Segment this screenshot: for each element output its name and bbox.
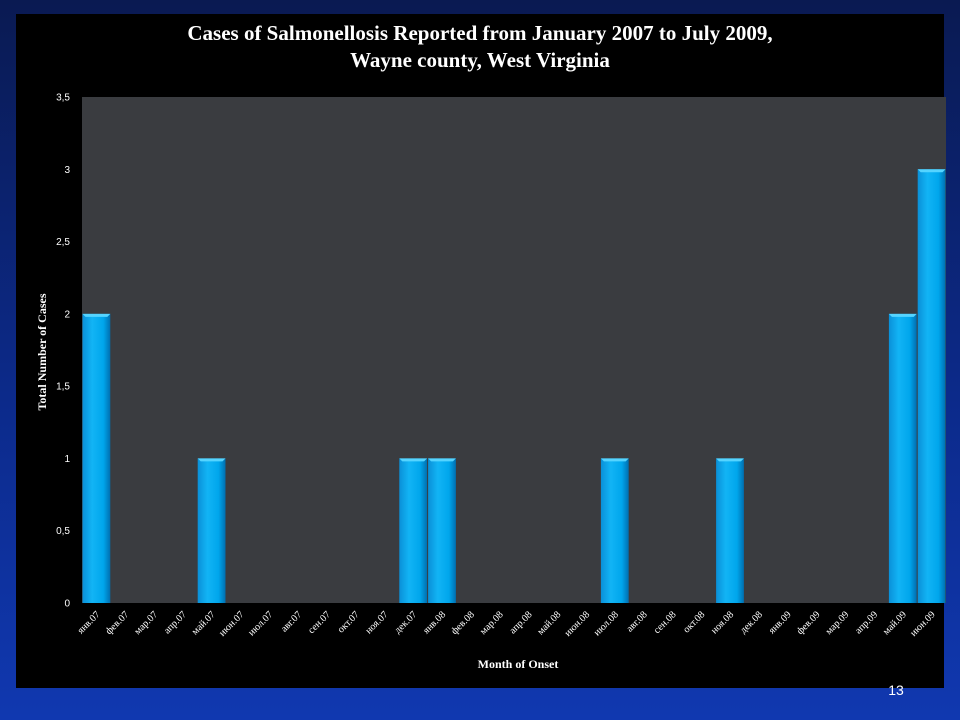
y-axis-title: Total Number of Cases xyxy=(35,293,49,410)
x-tick-label: сен.07 xyxy=(306,609,333,636)
slide-number: 13 xyxy=(888,682,904,698)
plot-area xyxy=(82,97,946,603)
x-tick-label: дек.08 xyxy=(738,609,765,636)
x-tick-label: окт.08 xyxy=(681,609,707,635)
bar-top-bevel xyxy=(600,458,629,462)
x-tick-label: май.08 xyxy=(535,609,563,637)
bar xyxy=(716,458,744,603)
x-tick-label: мар.09 xyxy=(824,609,852,637)
bars xyxy=(82,169,946,604)
bar xyxy=(600,458,629,603)
y-tick-label: 1 xyxy=(64,454,70,465)
bar-top-bevel xyxy=(917,169,946,173)
bar-top-bevel xyxy=(197,458,226,462)
y-axis-ticks: 0 0,5 1 1,5 2 2,5 3 3,5 xyxy=(56,93,70,610)
x-tick-label: ноя.07 xyxy=(363,609,390,636)
bar-янв.08 xyxy=(428,458,456,603)
chart-title: Cases of Salmonellosis Reported from Jan… xyxy=(187,21,773,45)
x-tick-label: май.09 xyxy=(881,609,909,637)
x-tick-label: июн.08 xyxy=(563,609,592,638)
x-tick-label: авг.08 xyxy=(625,609,650,634)
x-axis-ticks: янв.07 фев.07 мар.07 апр.07 май.07 июн.07 июл.… xyxy=(76,609,938,638)
x-tick-label: апр.07 xyxy=(162,609,189,636)
x-tick-label: май.07 xyxy=(190,609,218,637)
x-tick-label: июл.07 xyxy=(246,609,275,638)
y-tick-label: 0,5 xyxy=(56,526,70,537)
y-tick-label: 2,5 xyxy=(56,237,70,248)
bar-top-bevel xyxy=(399,458,428,462)
bar-май.07 xyxy=(197,458,226,603)
x-tick-label: июл.08 xyxy=(592,609,621,638)
bar xyxy=(888,313,917,603)
bar-ноя.08 xyxy=(716,458,744,603)
bar-июл.08 xyxy=(600,458,629,603)
x-tick-label: фев.08 xyxy=(449,609,477,637)
x-tick-label: янв.07 xyxy=(76,609,103,636)
bar-июн.09 xyxy=(917,169,946,604)
x-tick-label: мар.08 xyxy=(478,609,506,637)
x-axis-title: Month of Onset xyxy=(478,657,559,671)
bar-дек.07 xyxy=(399,458,428,603)
bar-янв.07 xyxy=(82,313,111,603)
x-tick-label: фев.09 xyxy=(795,609,823,637)
x-tick-label: апр.08 xyxy=(508,609,535,636)
bar-top-bevel xyxy=(82,313,111,317)
bar-top-bevel xyxy=(716,458,744,462)
y-tick-label: 1,5 xyxy=(56,382,70,393)
y-tick-label: 2 xyxy=(64,309,70,320)
x-tick-label: ноя.08 xyxy=(709,609,736,636)
x-tick-label: дек.07 xyxy=(393,609,420,636)
bar-top-bevel xyxy=(428,458,456,462)
x-tick-label: мар.07 xyxy=(132,609,160,637)
y-tick-label: 3,5 xyxy=(56,93,70,104)
x-tick-label: янв.09 xyxy=(767,609,794,636)
y-tick-label: 0 xyxy=(64,599,70,610)
chart-title-block: Cases of Salmonellosis Reported from Jan… xyxy=(0,20,960,74)
x-tick-label: фев.07 xyxy=(104,609,132,637)
bar xyxy=(197,458,226,603)
x-tick-label: авг.07 xyxy=(279,609,304,634)
x-tick-label: апр.09 xyxy=(853,609,880,636)
x-tick-label: сен.08 xyxy=(652,609,679,636)
bar xyxy=(428,458,456,603)
x-tick-label: июн.09 xyxy=(908,609,937,638)
bar-top-bevel xyxy=(888,313,917,317)
bar-май.09 xyxy=(888,313,917,603)
bar xyxy=(82,313,111,603)
y-tick-label: 3 xyxy=(64,165,70,176)
x-tick-label: окт.07 xyxy=(336,609,362,635)
x-tick-label: янв.08 xyxy=(421,609,448,636)
bar xyxy=(917,169,946,604)
chart-subtitle: Wayne county, West Virginia xyxy=(350,48,610,72)
bar xyxy=(399,458,428,603)
x-tick-label: июн.07 xyxy=(217,609,246,638)
